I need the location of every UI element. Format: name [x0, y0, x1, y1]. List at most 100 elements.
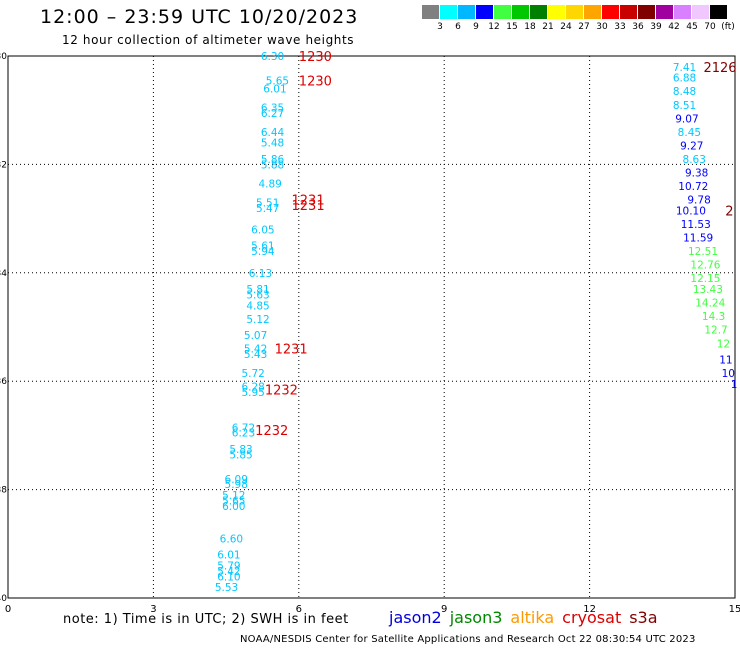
color-scale-swatch — [674, 5, 691, 19]
satellite-legend-jason3: jason3 — [449, 608, 503, 627]
swh-point-label: 6.72 — [232, 422, 255, 434]
y-tick-label: -38 — [0, 486, 7, 496]
satellite-legend-altika: altika — [510, 608, 555, 627]
footer-credit: NOAA/NESDIS Center for Satellite Applica… — [240, 634, 696, 645]
color-scale-swatch — [548, 5, 565, 19]
color-scale-label: 12 — [488, 22, 500, 32]
chart-title: 12:00 – 23:59 UTC 10/20/2023 — [40, 6, 359, 28]
color-scale-swatch — [422, 5, 439, 19]
swh-point-label: 10 — [722, 368, 735, 380]
swh-point-label: 9.27 — [680, 140, 703, 152]
swh-point-label: 6.60 — [220, 533, 243, 545]
color-scale-label: 15 — [506, 22, 518, 32]
units-note: note: 1) Time is in UTC; 2) SWH is in fe… — [63, 612, 349, 627]
swh-point-label: 9.38 — [685, 168, 708, 180]
color-scale-label: 33 — [614, 22, 626, 32]
swh-point-label: 5.95 — [241, 387, 264, 399]
color-scale-swatch — [692, 5, 709, 19]
color-scale-swatch — [656, 5, 673, 19]
swh-point-label: 8.63 — [683, 154, 706, 166]
swh-point-label: 5.85 — [229, 449, 252, 461]
swh-point-label: 4.85 — [246, 300, 269, 312]
swh-point-label: 10.10 — [676, 205, 706, 217]
color-scale-swatch — [476, 5, 493, 19]
swh-point-label: 12.7 — [704, 325, 727, 337]
color-scale-label: 36 — [632, 22, 644, 32]
color-scale-label: 3 — [437, 22, 443, 32]
color-scale-label: 70 — [704, 22, 716, 32]
time-label: 1232 — [265, 383, 298, 398]
color-scale-swatch — [566, 5, 583, 19]
swh-point-label: 5.42 — [217, 566, 240, 578]
swh-point-label: 5.72 — [241, 368, 264, 380]
x-tick-label: 0 — [5, 604, 11, 615]
swh-point-label: 8.45 — [678, 127, 701, 139]
swh-point-label: 5.47 — [256, 203, 279, 215]
swh-point-label: 12.15 — [690, 273, 720, 285]
swh-point-label: 6.35 — [261, 102, 284, 114]
swh-point-label: 7.41 — [673, 62, 696, 74]
time-label: 1230 — [299, 50, 332, 65]
swh-point-label: 8.48 — [673, 86, 696, 98]
swh-point-label: 5.79 — [217, 560, 240, 572]
swh-point-label: 4.89 — [258, 178, 281, 190]
swh-point-label: 5.63 — [246, 289, 269, 301]
chart-subtitle: 12 hour collection of altimeter wave hei… — [62, 33, 355, 47]
color-scale-swatch — [710, 5, 727, 19]
swh-point-label: 5.12 — [222, 490, 245, 502]
swh-point-label: 5.43 — [244, 349, 267, 361]
swh-point-label: 6.28 — [241, 382, 264, 394]
y-tick-label: -36 — [0, 377, 7, 387]
y-tick-label: -32 — [0, 160, 7, 170]
color-scale-swatch — [458, 5, 475, 19]
swh-point-label: 12 — [717, 338, 730, 350]
color-scale-swatch — [494, 5, 511, 19]
swh-point-label: 5.61 — [251, 241, 274, 253]
color-scale-swatch — [638, 5, 655, 19]
color-scale-swatch — [602, 5, 619, 19]
time-label: 2126 — [703, 61, 736, 76]
color-scale-label: 9 — [473, 22, 479, 32]
x-tick-label: 15 — [729, 604, 740, 615]
satellite-legend-cryosat: cryosat — [562, 608, 622, 627]
color-scale-swatch — [512, 5, 529, 19]
swh-point-label: 6.13 — [249, 268, 272, 280]
color-scale-label: 24 — [560, 22, 572, 32]
swh-point-label: 6.01 — [263, 84, 286, 96]
swh-point-label: 5.65 — [222, 495, 245, 507]
swh-point-label: 5.83 — [229, 444, 252, 456]
swh-point-label: 6.01 — [217, 550, 240, 562]
time-label: 1231 — [292, 194, 325, 209]
swh-point-label: 14.24 — [695, 298, 725, 310]
y-tick-label: -40 — [0, 594, 7, 604]
y-tick-label: -34 — [0, 269, 7, 279]
satellite-legend-s3a: s3a — [629, 608, 658, 627]
swh-point-label: 13.43 — [693, 284, 723, 296]
color-scale-label: 30 — [596, 22, 608, 32]
swh-point-label: 5.94 — [251, 246, 275, 258]
color-scale-swatch — [530, 5, 547, 19]
swh-point-label: 5.88 — [261, 159, 284, 171]
swh-point-label: 5.98 — [225, 479, 248, 491]
swh-point-label: 5.12 — [246, 314, 269, 326]
swh-point-label: 11.53 — [681, 219, 711, 231]
swh-point-label: 5.81 — [246, 284, 269, 296]
time-label: 1232 — [255, 424, 288, 439]
color-scale-label: 42 — [668, 22, 680, 32]
swh-point-label: 6.88 — [673, 73, 696, 85]
swh-point-label: 9.78 — [687, 195, 710, 207]
swh-point-label: 6.30 — [261, 51, 284, 63]
satellite-legend-jason2: jason2 — [389, 608, 442, 627]
y-tick-label: -30 — [0, 52, 7, 62]
x-tick-label: 6 — [296, 604, 302, 615]
swh-point-label: 6.23 — [232, 428, 255, 440]
swh-point-label: 11.59 — [683, 233, 713, 245]
plot-frame — [7, 55, 736, 599]
color-scale-label: 21 — [542, 22, 554, 32]
swh-point-label: 6.05 — [251, 224, 274, 236]
time-label: 1231 — [275, 343, 308, 358]
color-scale-label: 27 — [578, 22, 590, 32]
x-tick-label: 9 — [441, 604, 447, 615]
color-scale-swatch — [620, 5, 637, 19]
